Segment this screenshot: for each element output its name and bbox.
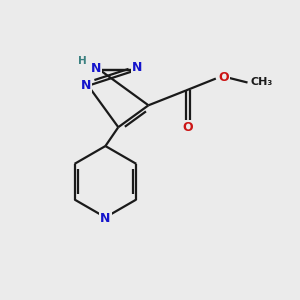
- Text: N: N: [81, 79, 92, 92]
- Text: H: H: [78, 56, 87, 66]
- Text: N: N: [100, 212, 111, 225]
- Text: O: O: [218, 71, 229, 84]
- Text: CH₃: CH₃: [250, 76, 272, 86]
- Text: N: N: [91, 62, 101, 75]
- Text: N: N: [132, 61, 142, 74]
- Text: O: O: [183, 121, 194, 134]
